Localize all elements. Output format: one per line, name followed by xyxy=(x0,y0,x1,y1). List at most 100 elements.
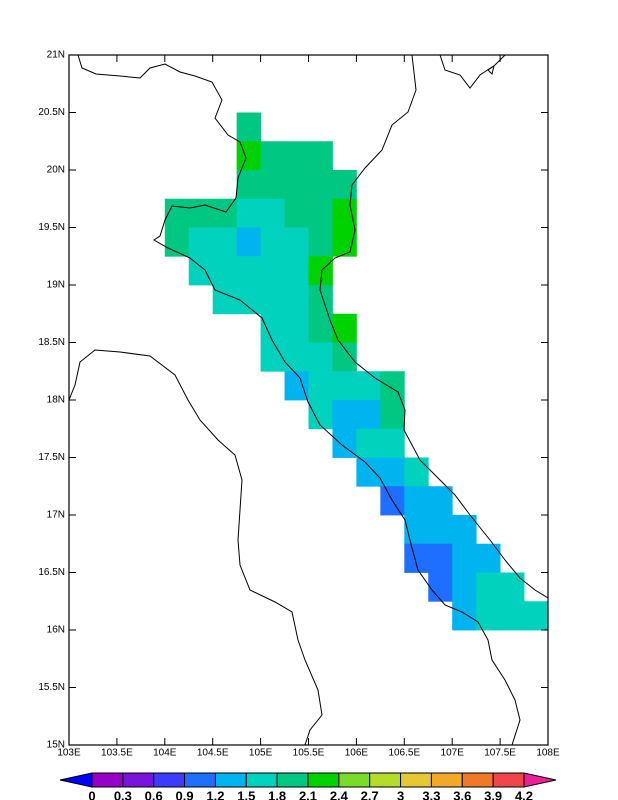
y-tick-label: 17N xyxy=(47,510,65,521)
colorbar-label: 3.3 xyxy=(422,788,440,800)
grid-cell xyxy=(260,141,285,171)
y-tick-label: 19N xyxy=(47,280,65,291)
grid-cell xyxy=(404,457,429,487)
colorbar-below xyxy=(59,772,93,788)
grid-cell xyxy=(308,141,333,171)
grid-cell xyxy=(236,256,261,286)
x-tick-label: 106.5E xyxy=(388,748,420,759)
colorbar-box xyxy=(214,772,247,788)
grid-cell xyxy=(260,256,285,286)
colorbar-box xyxy=(276,772,309,788)
axes: 103E 103.5E 104E 104.5E 105E 105.5E 106E 106.5E… xyxy=(38,50,560,759)
grid-cell xyxy=(308,285,333,315)
x-tick-label: 105E xyxy=(249,748,273,759)
grid-cell xyxy=(260,313,285,343)
grid-cell xyxy=(308,227,333,257)
grid-cell xyxy=(500,601,525,631)
x-tick-label: 103.5E xyxy=(101,748,133,759)
x-tick-label: 105.5E xyxy=(293,748,325,759)
colorbar-box xyxy=(338,772,371,788)
grid-cell xyxy=(356,371,381,401)
x-tick-label: 108E xyxy=(536,748,560,759)
grid-cell xyxy=(236,112,261,142)
grid-cell xyxy=(284,285,309,315)
colorbar-label: 1.8 xyxy=(268,788,286,800)
grid-cell xyxy=(332,227,357,257)
colorbar: 0 0.3 0.6 0.9 1.2 1.5 1.8 2.1 2.4 2.7 3 3.3 3.6 3.9 4.… xyxy=(59,772,557,800)
grid-cell xyxy=(404,515,429,545)
grid-cell xyxy=(284,371,309,401)
grid-cell xyxy=(236,227,261,257)
colorbar-box xyxy=(369,772,402,788)
colorbar-box xyxy=(307,772,340,788)
grid-cell xyxy=(332,342,357,372)
grid-cell xyxy=(260,285,285,315)
colorbar-box xyxy=(245,772,278,788)
border xyxy=(77,55,521,745)
colorbar-box xyxy=(492,772,525,788)
x-tick-label: 107.5E xyxy=(484,748,516,759)
colorbar-box xyxy=(91,772,124,788)
colorbar-label: 1.2 xyxy=(206,788,224,800)
colorbar-label: 2.4 xyxy=(330,788,349,800)
colorbar-box xyxy=(461,772,494,788)
cell-layer xyxy=(164,112,549,631)
coastline xyxy=(439,55,506,89)
grid-cell xyxy=(356,428,381,458)
y-tick-label: 18.5N xyxy=(38,337,65,348)
grid-cell xyxy=(308,342,333,372)
grid-cell xyxy=(284,198,309,228)
grid-cell xyxy=(284,141,309,171)
grid-cell xyxy=(212,285,238,315)
boundaries xyxy=(69,55,548,745)
y-tick-label: 19.5N xyxy=(38,222,65,233)
y-tick-label: 16.5N xyxy=(38,567,65,578)
grid-cell xyxy=(260,342,285,372)
grid-cell xyxy=(476,543,501,573)
colorbar-label: 2.7 xyxy=(361,788,379,800)
grid-cell xyxy=(428,572,453,602)
grid-cell xyxy=(500,572,525,602)
y-tick-label: 17.5N xyxy=(38,452,65,463)
x-tick-label: 107E xyxy=(441,748,465,759)
grid-cell xyxy=(260,170,285,200)
grid-cell xyxy=(332,313,357,343)
grid-cell xyxy=(236,141,261,171)
grid-cell xyxy=(188,198,214,228)
grid-cell xyxy=(188,256,214,286)
grid-cell xyxy=(212,227,238,257)
colorbar-label: 0.9 xyxy=(176,788,194,800)
x-tick-label: 104E xyxy=(153,748,177,759)
grid-cell xyxy=(428,515,453,545)
grid-cell xyxy=(476,572,501,602)
colorbar-label: 2.1 xyxy=(299,788,317,800)
y-tick-label: 20N xyxy=(47,165,65,176)
grid-cell xyxy=(452,572,477,602)
grid-cell xyxy=(284,342,309,372)
grid-cell xyxy=(380,400,405,430)
x-tick-label: 106E xyxy=(345,748,369,759)
grid-cell xyxy=(308,170,333,200)
grid-cell xyxy=(284,256,309,286)
colorbar-label: 0 xyxy=(88,788,95,800)
grid-cell xyxy=(404,486,429,516)
grid-cell xyxy=(356,400,381,430)
colorbar-label: 0.3 xyxy=(114,788,132,800)
x-tick-label: 104.5E xyxy=(197,748,229,759)
grid-cell xyxy=(212,198,238,228)
grid-cell xyxy=(308,400,333,430)
grid-cell xyxy=(524,601,549,631)
grid-cell xyxy=(308,313,333,343)
grid-cell xyxy=(284,227,309,257)
grid-cell xyxy=(428,543,453,573)
grid-cell xyxy=(380,428,405,458)
grid-cell xyxy=(260,227,285,257)
colorbar-label: 3.6 xyxy=(453,788,471,800)
colorbar-label: 0.6 xyxy=(145,788,163,800)
grid-cell xyxy=(428,486,453,516)
grid-cell xyxy=(332,400,357,430)
y-tick-label: 16N xyxy=(47,625,65,636)
grid-cell xyxy=(380,457,405,487)
